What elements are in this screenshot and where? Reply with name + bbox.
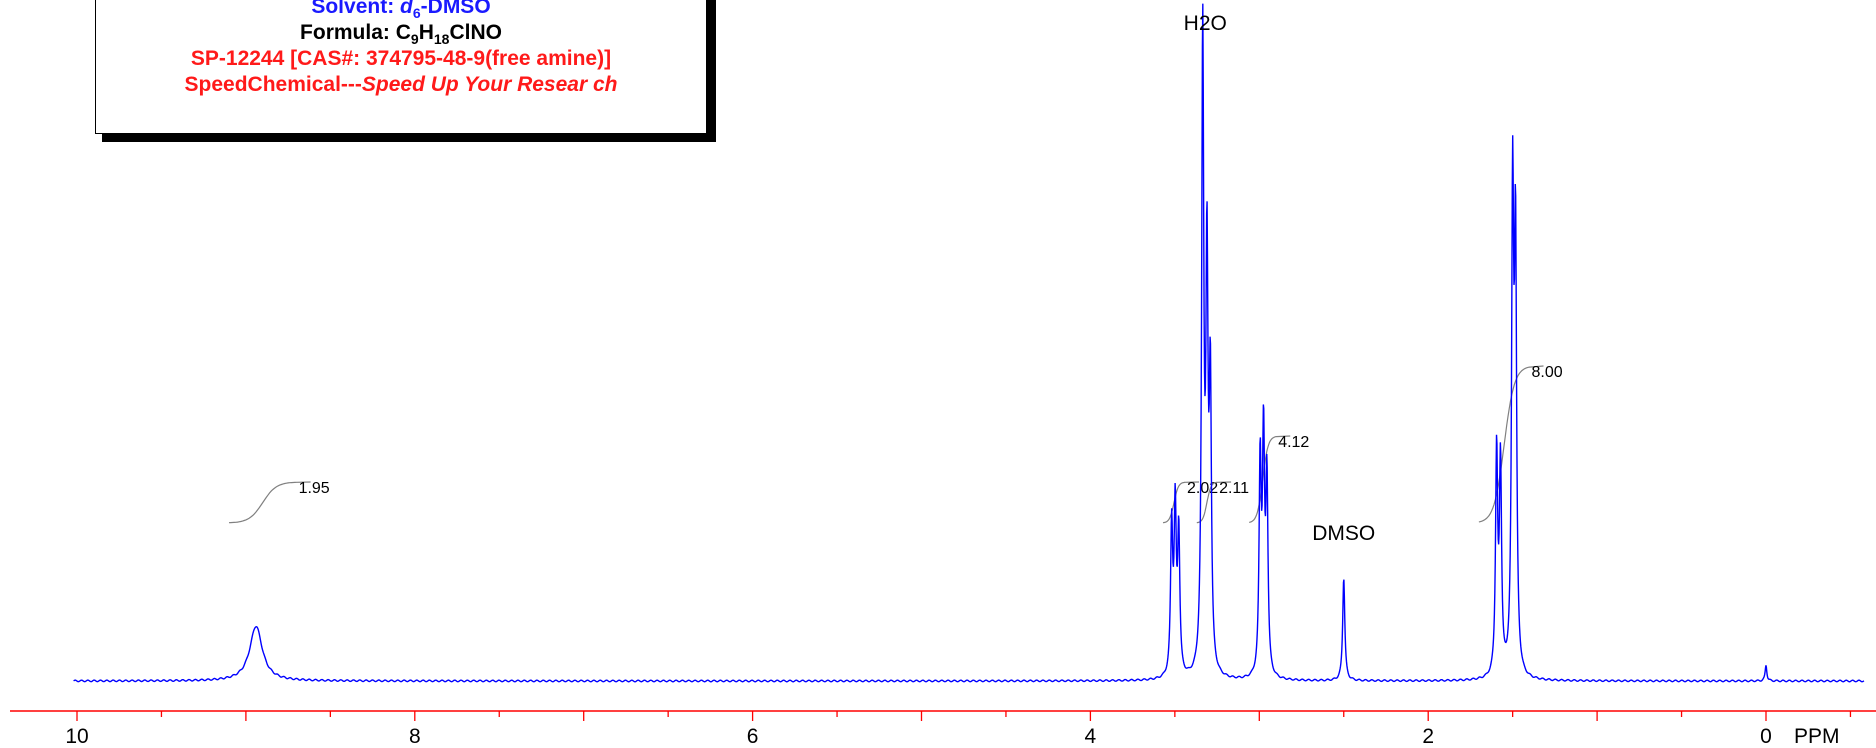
sample-info-box: Solvent: d6-DMSO Formula: C9H18ClNO SP-1… [95, 0, 707, 134]
integral-curve [228, 481, 311, 524]
tick-label: 4 [1085, 725, 1097, 748]
solvent-line: Solvent: d6-DMSO [311, 0, 491, 21]
ppm-axis: 10 8 6 4 2 0 PPM [10, 710, 1876, 748]
integral-value: 1.95 [299, 480, 330, 497]
x-axis-label: PPM [1794, 725, 1840, 748]
integral-curve [1478, 365, 1544, 523]
formula-line: Formula: C9H18ClNO [300, 21, 502, 47]
integral-curves: 1.95 2.02 2.11 4.12 8.00 [228, 364, 1563, 524]
integral-value: 4.12 [1278, 434, 1309, 451]
tick-label: 8 [409, 725, 421, 748]
integral-value: 2.02 [1187, 480, 1218, 497]
tick-label: 2 [1422, 725, 1434, 748]
catalog-line: SP-12244 [CAS#: 374795-48-9(free amine)] [190, 47, 612, 70]
integral-value: 8.00 [1532, 364, 1563, 381]
peak-annotation: DMSO [1312, 522, 1375, 545]
peak-annotation: H2O [1184, 12, 1227, 35]
tick-label: 6 [747, 725, 759, 748]
brand-line: SpeedChemical---Speed Up Your Resear ch [184, 73, 618, 96]
integral-value: 2.11 [1219, 480, 1249, 497]
tick-label: 0 [1760, 725, 1772, 748]
tick-label: 10 [65, 725, 88, 748]
annotation-labels: H2O DMSO [1184, 12, 1376, 545]
spectrum-trace [73, 3, 1865, 683]
